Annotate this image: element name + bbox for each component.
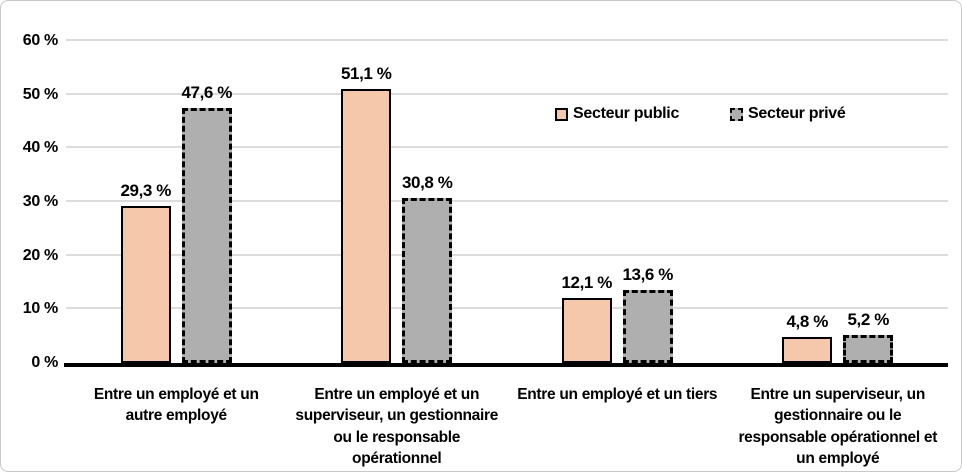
bar-value-label: 47,6 %: [181, 82, 233, 102]
bar-with-label: 51,1 %: [340, 63, 392, 363]
x-axis-label: Entre un employé et un superviseur, un g…: [295, 386, 499, 468]
bar-value-label: 12,1 %: [561, 273, 613, 293]
y-tick-label: 0 %: [31, 354, 58, 371]
gridline-50: [66, 92, 948, 95]
bar-with-label: 4,8 %: [782, 312, 833, 363]
bar-with-label: 12,1 %: [561, 273, 613, 363]
y-tick-label: 60 %: [22, 32, 59, 49]
bar-secteur-public: [782, 337, 833, 363]
bar-secteur-public: [120, 205, 171, 363]
legend-item-secteur-public: Secteur public: [555, 105, 679, 123]
bar-groups: 29,3 % 47,6 % 51,1 % 30,8 % 12,1 % 13,6 % 4,8 …: [66, 64, 948, 363]
gridline-40: [66, 146, 948, 149]
y-tick-label: 20 %: [22, 246, 59, 264]
y-tick-label: 50 %: [22, 85, 59, 103]
bar-value-label: 51,1 %: [340, 63, 392, 83]
gridline-60: [66, 39, 948, 41]
bar-with-label: 13,6 %: [622, 265, 674, 363]
bar-with-label: 5,2 %: [843, 310, 894, 363]
bar-secteur-prive: [843, 335, 894, 363]
bar-secteur-prive: [402, 197, 453, 363]
bar-value-label: 13,6 %: [622, 265, 674, 285]
legend-item-secteur-prive: Secteur privé: [730, 105, 846, 123]
legend-swatch-secteur-prive: [730, 107, 743, 121]
x-axis-label: Entre un employé et un tiers: [517, 386, 718, 403]
y-tick-label: 40 %: [22, 139, 59, 157]
x-axis-line: [64, 363, 948, 367]
legend-swatch-secteur-public: [555, 107, 568, 121]
x-axis-label: Entre un employé et un autre employé: [93, 386, 259, 425]
legend-label-secteur-public: Secteur public: [573, 105, 680, 122]
y-tick-label: 10 %: [22, 300, 59, 318]
bar-secteur-public: [561, 298, 612, 363]
bar-group: 12,1 % 13,6 %: [507, 265, 728, 363]
gridline-20: [66, 253, 948, 256]
bar-secteur-prive: [181, 107, 232, 363]
bar-with-label: 47,6 %: [181, 82, 233, 363]
bar-value-label: 5,2 %: [847, 310, 890, 330]
y-tick-label: 30 %: [22, 193, 59, 210]
legend-label-secteur-prive: Secteur privé: [748, 105, 846, 122]
bar-secteur-prive: [622, 290, 673, 363]
bar-with-label: 30,8 %: [401, 172, 453, 363]
x-axis-labels: Entre un employé et un autre employé Entr…: [66, 384, 948, 470]
bar-value-label: 30,8 %: [401, 172, 453, 192]
bar-with-label: 29,3 %: [120, 180, 172, 363]
bar-value-label: 4,8 %: [786, 312, 829, 332]
bar-value-label: 29,3 %: [120, 180, 172, 200]
bar-group: 4,8 % 5,2 %: [728, 310, 949, 363]
x-axis-label: Entre un superviseur, un gestionnaire ou…: [738, 386, 938, 468]
bar-secteur-public: [341, 88, 392, 363]
bar-group: 51,1 % 30,8 %: [287, 64, 508, 363]
bar-group: 29,3 % 47,6 %: [66, 83, 287, 363]
gridline-30: [66, 200, 948, 202]
gridline-10: [66, 307, 948, 310]
